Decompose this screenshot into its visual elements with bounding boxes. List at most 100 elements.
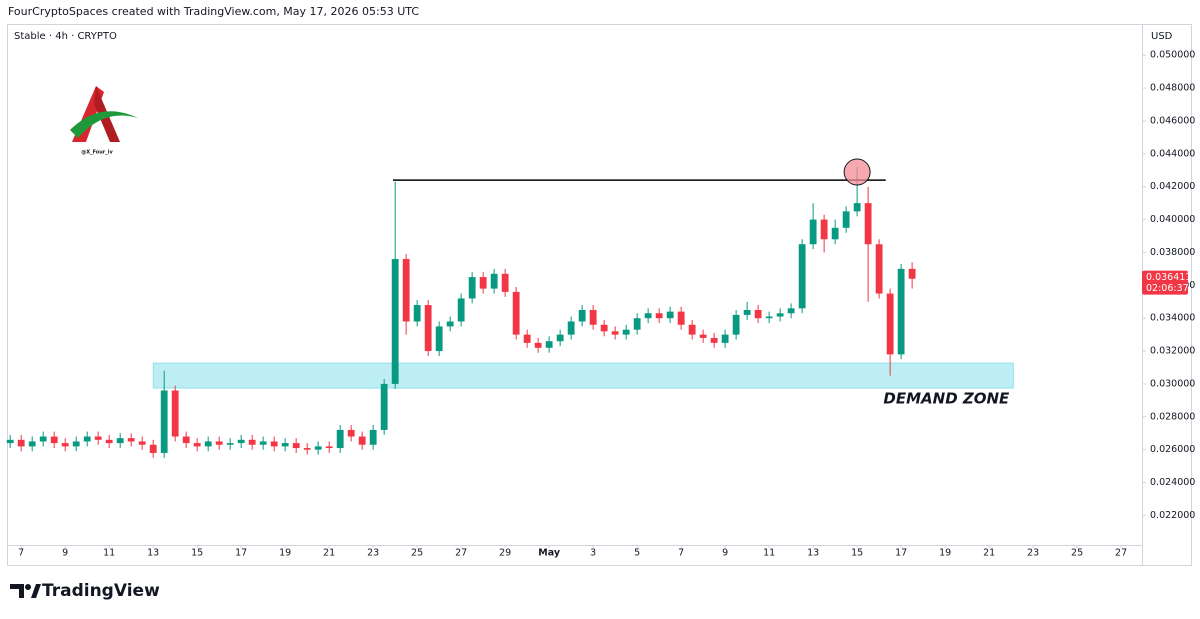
y-tick-label: 0.022000 xyxy=(1150,510,1195,521)
candle-body xyxy=(908,268,916,279)
candle-body xyxy=(556,334,564,342)
candle-body xyxy=(875,244,883,294)
candle-body xyxy=(259,441,267,445)
logo-handle: @X_Four_iv xyxy=(81,150,113,156)
countdown-label: 02:06:37 xyxy=(1146,283,1189,294)
candle-body xyxy=(347,429,355,437)
y-tick-label: 0.034000 xyxy=(1150,313,1195,324)
x-tick-label: 13 xyxy=(147,548,159,559)
candle-body xyxy=(578,309,586,322)
x-tick-label: 19 xyxy=(939,548,951,559)
candle-body xyxy=(226,443,234,445)
currency-label: USD xyxy=(1151,31,1173,42)
x-tick-label: 7 xyxy=(18,548,24,559)
candle-body xyxy=(765,316,773,319)
y-tick-label: 0.040000 xyxy=(1150,214,1195,225)
x-tick-label: 7 xyxy=(678,548,684,559)
y-tick-label: 0.044000 xyxy=(1150,148,1195,159)
candle-body xyxy=(6,439,14,444)
candle-body xyxy=(281,443,289,447)
x-tick-label: 9 xyxy=(62,548,68,559)
candle-body xyxy=(116,438,124,444)
x-tick-label: 19 xyxy=(279,548,291,559)
y-tick-label: 0.032000 xyxy=(1150,346,1195,357)
candle-body xyxy=(534,342,542,348)
candle-body xyxy=(479,277,487,289)
candle-body xyxy=(732,314,740,335)
x-tick-label: 29 xyxy=(499,548,511,559)
candle-body xyxy=(512,291,520,335)
candle-body xyxy=(600,324,608,332)
y-tick-label: 0.038000 xyxy=(1150,247,1195,258)
chart-frame xyxy=(7,24,1192,566)
x-tick-label: 15 xyxy=(851,548,863,559)
candle-body xyxy=(292,443,300,449)
candle-body xyxy=(215,441,223,445)
candle-body xyxy=(270,441,278,447)
logo: @X_Four_iv xyxy=(70,86,138,156)
demand-zone xyxy=(152,362,1014,389)
candle-body xyxy=(325,446,333,449)
x-tick-label: 25 xyxy=(411,548,423,559)
candle-body xyxy=(853,203,861,212)
brand-icon xyxy=(31,584,41,598)
x-tick-label: 9 xyxy=(722,548,728,559)
candle-body xyxy=(864,203,872,245)
candle-body xyxy=(666,311,674,319)
candle-body xyxy=(50,436,58,444)
candle-body xyxy=(61,443,69,447)
candle-body xyxy=(237,439,245,444)
candle-body xyxy=(644,313,652,319)
candle-body xyxy=(567,321,575,335)
candle-body xyxy=(721,334,729,343)
candle-body xyxy=(248,439,256,445)
candle-body xyxy=(798,244,806,309)
candle-body xyxy=(303,448,311,450)
candle-body xyxy=(446,321,454,327)
x-tick-label: 3 xyxy=(590,548,596,559)
candle-body xyxy=(138,441,146,445)
x-tick-label: 11 xyxy=(763,548,775,559)
candle-body xyxy=(83,436,91,442)
candle-body xyxy=(149,444,157,453)
candle-body xyxy=(842,211,850,228)
x-tick-label: 27 xyxy=(1115,548,1127,559)
candle-body xyxy=(182,436,190,444)
header-text: FourCryptoSpaces created with TradingVie… xyxy=(8,5,419,18)
candle-body xyxy=(501,273,509,292)
candle-body xyxy=(633,318,641,330)
y-tick-label: 0.050000 xyxy=(1150,50,1195,61)
candle-body xyxy=(457,298,465,322)
candle-body xyxy=(699,334,707,338)
candle-body xyxy=(160,390,168,453)
candle-body xyxy=(127,438,135,442)
logo-swoosh xyxy=(70,111,138,138)
x-tick-label: 21 xyxy=(323,548,335,559)
candle-body xyxy=(677,311,685,325)
candle-body xyxy=(743,309,751,315)
candle-body xyxy=(710,337,718,343)
candle-body xyxy=(171,390,179,437)
candle-body xyxy=(336,429,344,449)
candle-body xyxy=(468,277,476,299)
last-price-label: 0.036411 xyxy=(1146,272,1191,283)
x-tick-label: 27 xyxy=(455,548,467,559)
candle-body xyxy=(754,309,762,319)
x-tick-label: 23 xyxy=(1027,548,1039,559)
candle-body xyxy=(402,259,410,322)
brand: TradingView xyxy=(10,581,160,601)
y-tick-label: 0.046000 xyxy=(1150,115,1195,126)
candle-body xyxy=(391,259,399,384)
y-tick-label: 0.026000 xyxy=(1150,444,1195,455)
candle-body xyxy=(369,429,377,445)
x-tick-label: May xyxy=(538,548,561,559)
candle-body xyxy=(897,268,905,355)
brand-name: TradingView xyxy=(42,581,160,601)
candle-body xyxy=(424,305,432,352)
candle-body xyxy=(39,436,47,442)
x-tick-label: 17 xyxy=(235,548,247,559)
candle-body xyxy=(545,341,553,348)
y-tick-label: 0.030000 xyxy=(1150,378,1195,389)
